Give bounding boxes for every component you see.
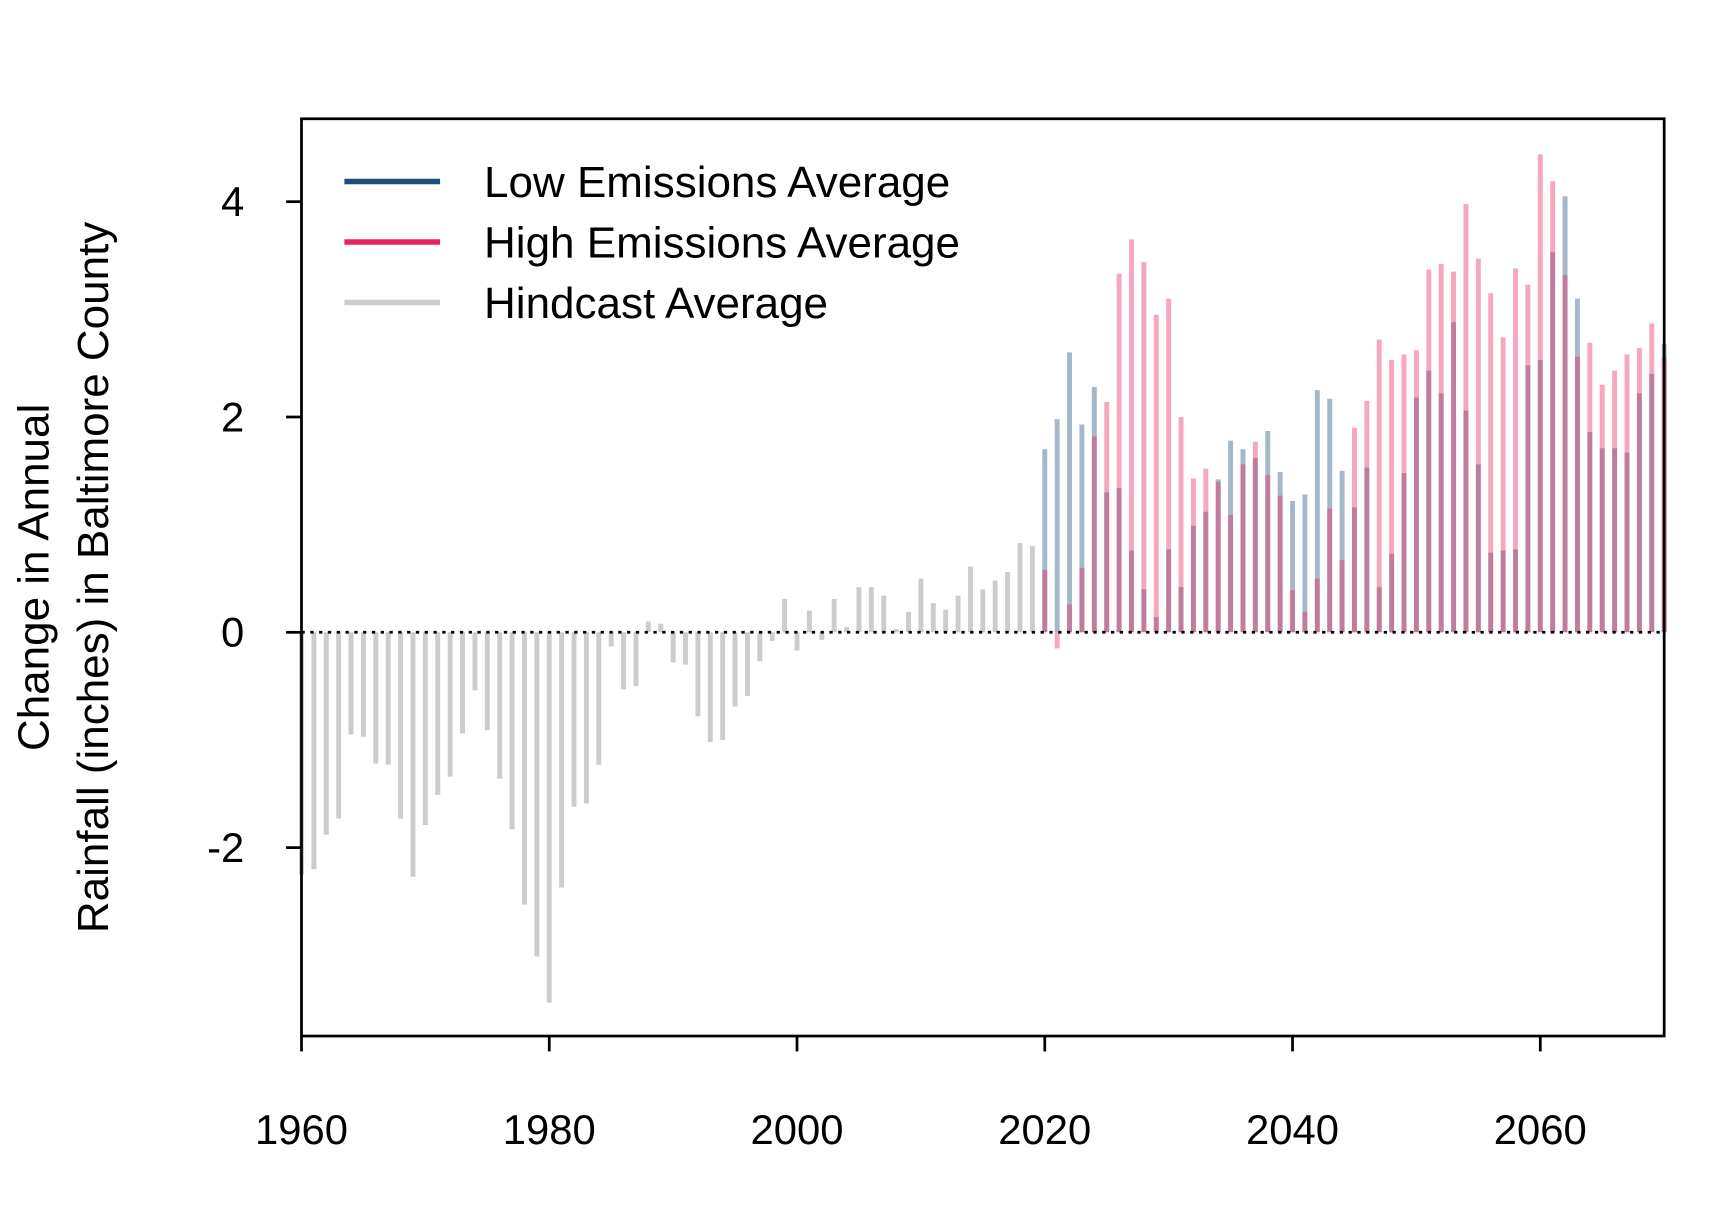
y-tick-label: -2 <box>207 824 244 871</box>
x-tick-label: 2060 <box>1494 1106 1587 1153</box>
legend-label: Low Emissions Average <box>484 158 950 207</box>
axes: 1960 1980 2000 2020 2040 2060 -2 0 2 4 <box>207 178 1587 1153</box>
y-tick-label: 0 <box>221 609 244 656</box>
legend-label: Hindcast Average <box>484 279 828 328</box>
legend-label: High Emissions Average <box>484 218 960 267</box>
legend: Low Emissions Average High Emissions Aver… <box>344 158 960 328</box>
y-axis-label-line2: Rainfall (inches) in Baltimore County <box>69 222 118 933</box>
plot-frame <box>300 117 1666 1038</box>
y-axis-label-line1: Change in Annual <box>10 404 59 751</box>
x-tick-label: 2040 <box>1246 1106 1339 1153</box>
y-tick-label: 4 <box>221 178 244 225</box>
x-tick-label: 2000 <box>751 1106 844 1153</box>
bars <box>299 154 1667 1003</box>
x-tick-label: 1960 <box>255 1106 348 1153</box>
y-tick-label: 2 <box>221 393 244 440</box>
x-tick-label: 1980 <box>503 1106 596 1153</box>
x-tick-label: 2020 <box>998 1106 1091 1153</box>
